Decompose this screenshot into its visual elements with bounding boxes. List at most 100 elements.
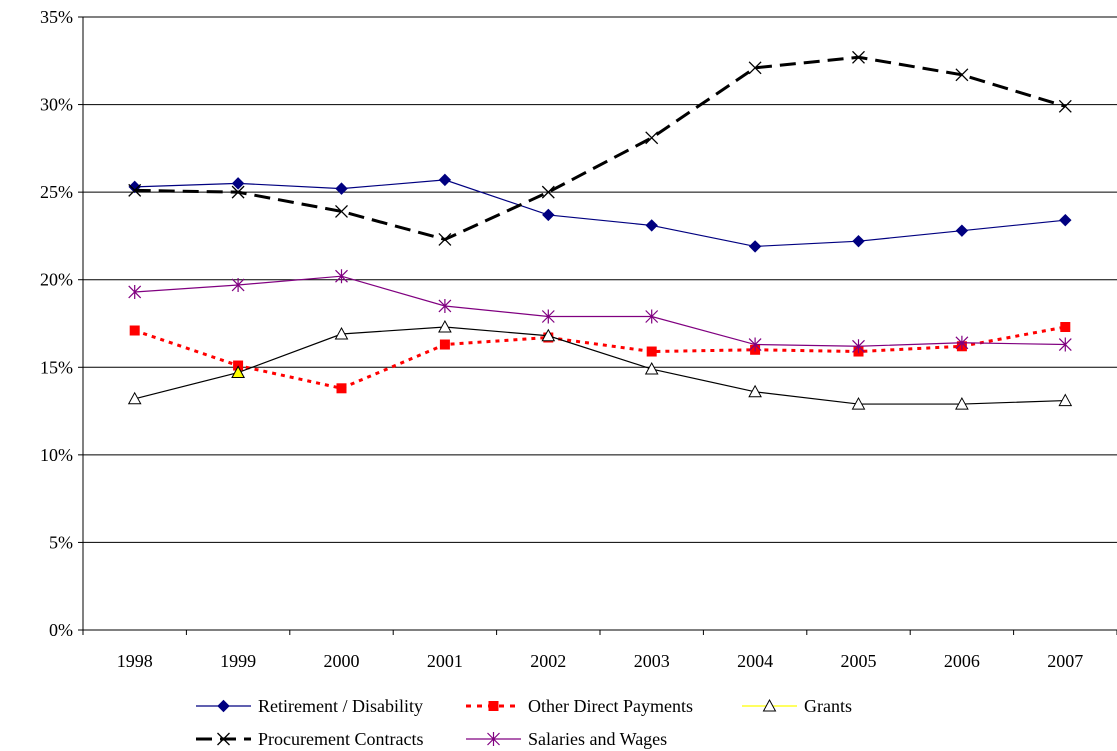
data-point-salaries-and-wages-shape <box>541 309 555 324</box>
data-point-retirement-disability <box>852 234 865 248</box>
data-point-grants <box>955 397 969 410</box>
data-point-retirement-disability-shape <box>955 224 969 237</box>
legend-marker-salaries-and-wages-shape <box>487 732 500 746</box>
data-point-grants <box>748 384 762 398</box>
data-point-salaries-and-wages-shape <box>1058 337 1072 352</box>
data-point-procurement-contracts-shape <box>645 131 659 145</box>
data-point-retirement-disability-shape <box>335 182 348 195</box>
legend-marker-other-direct-payments-shape <box>488 701 499 711</box>
legend-marker-procurement-contracts <box>217 732 230 746</box>
data-point-grants-shape <box>851 397 866 410</box>
data-point-grants <box>851 397 866 410</box>
series-other-direct-payments <box>129 322 1071 394</box>
data-point-retirement-disability-shape <box>438 173 452 187</box>
x-tick-label: 1999 <box>220 651 256 671</box>
legend-label-other-direct-payments: Other Direct Payments <box>528 696 693 716</box>
data-point-retirement-disability-shape <box>128 180 141 194</box>
series-salaries-and-wages <box>128 269 1072 354</box>
legend-marker-retirement-disability-shape <box>217 699 230 713</box>
data-point-procurement-contracts <box>335 204 348 218</box>
series-line-procurement-contracts <box>134 55 1066 242</box>
data-point-procurement-contracts-shape <box>748 61 762 75</box>
x-tick-label: 2002 <box>530 651 566 671</box>
data-point-retirement-disability <box>542 208 555 222</box>
data-point-salaries-and-wages <box>748 337 762 352</box>
x-tick-label: 2006 <box>944 651 980 671</box>
data-point-procurement-contracts-shape <box>128 183 142 197</box>
data-point-salaries-and-wages <box>438 298 452 313</box>
data-point-grants-shape <box>334 326 349 340</box>
data-point-salaries-and-wages <box>541 309 555 324</box>
data-point-salaries-and-wages-shape <box>438 298 452 313</box>
data-point-grants <box>644 361 659 375</box>
data-point-other-direct-payments <box>1060 322 1071 333</box>
data-point-procurement-contracts <box>748 61 762 75</box>
legend: Retirement / Disability Other Direct Paym… <box>196 696 852 749</box>
data-point-retirement-disability-shape <box>542 208 555 222</box>
data-point-procurement-contracts-shape <box>541 185 555 199</box>
data-point-procurement-contracts <box>1058 99 1072 113</box>
series-line-grants <box>134 326 1066 405</box>
legend-marker-grants-shape <box>762 698 777 712</box>
series-line-salaries-and-wages <box>134 275 1066 347</box>
data-point-other-direct-payments-shape <box>646 346 657 357</box>
data-point-salaries-and-wages <box>231 277 245 292</box>
data-point-salaries-and-wages-shape <box>955 335 969 350</box>
y-tick-label: 25% <box>40 182 73 202</box>
data-point-grants <box>127 391 142 405</box>
series-line-other-direct-payments <box>134 325 1066 390</box>
data-point-grants <box>334 326 349 340</box>
data-point-retirement-disability <box>335 182 348 195</box>
legend-label-grants: Grants <box>804 696 852 716</box>
series-procurement-contracts <box>128 50 1072 246</box>
y-tick-label: 5% <box>49 532 73 552</box>
data-point-salaries-and-wages-shape <box>852 339 865 354</box>
grid-lines <box>78 16 1117 631</box>
data-point-retirement-disability <box>645 219 658 232</box>
data-point-other-direct-payments-shape <box>1060 322 1071 333</box>
data-point-procurement-contracts <box>128 183 142 197</box>
data-point-salaries-and-wages <box>955 335 969 350</box>
data-point-salaries-and-wages-shape <box>748 337 762 352</box>
data-point-procurement-contracts-shape <box>335 204 348 218</box>
data-point-procurement-contracts <box>231 185 245 199</box>
y-tick-label: 15% <box>40 357 73 377</box>
data-point-retirement-disability-shape <box>1059 213 1072 227</box>
data-point-procurement-contracts <box>645 131 659 145</box>
data-point-grants-shape <box>541 328 556 342</box>
data-point-grants <box>541 328 556 342</box>
data-point-procurement-contracts-shape <box>852 50 865 64</box>
data-point-other-direct-payments <box>129 325 140 336</box>
x-tick-label: 2004 <box>737 651 773 671</box>
data-point-grants-shape <box>955 397 969 410</box>
data-point-other-direct-payments <box>646 346 657 357</box>
data-point-retirement-disability <box>438 173 452 187</box>
data-point-retirement-disability-shape <box>645 219 658 232</box>
data-point-salaries-and-wages <box>128 284 142 299</box>
data-point-grants-highlight <box>231 365 245 379</box>
data-point-other-direct-payments <box>336 383 347 394</box>
data-point-salaries-and-wages-shape <box>231 277 245 292</box>
data-point-other-direct-payments <box>439 339 450 350</box>
data-point-retirement-disability <box>231 177 245 190</box>
data-point-grants-shape <box>748 384 762 398</box>
data-point-other-direct-payments-shape <box>439 339 450 350</box>
x-tick-label: 2003 <box>634 651 670 671</box>
data-point-salaries-and-wages <box>1058 337 1072 352</box>
data-point-salaries-and-wages <box>645 309 659 324</box>
x-tick-label: 1998 <box>117 651 153 671</box>
data-point-retirement-disability-shape <box>231 177 245 190</box>
legend-marker-grants <box>762 698 777 712</box>
x-tick-label: 2005 <box>841 651 877 671</box>
legend-label-retirement-disability: Retirement / Disability <box>258 696 423 716</box>
data-point-procurement-contracts <box>955 68 969 82</box>
data-point-procurement-contracts-shape <box>438 232 452 246</box>
data-point-grants <box>1058 393 1073 407</box>
data-point-grants-shape <box>127 391 142 405</box>
y-tick-label: 20% <box>40 270 73 290</box>
data-point-grants-shape <box>1058 393 1073 407</box>
legend-marker-retirement-disability <box>217 699 230 713</box>
legend-marker-procurement-contracts-shape <box>217 732 230 746</box>
data-point-grants <box>438 319 452 333</box>
